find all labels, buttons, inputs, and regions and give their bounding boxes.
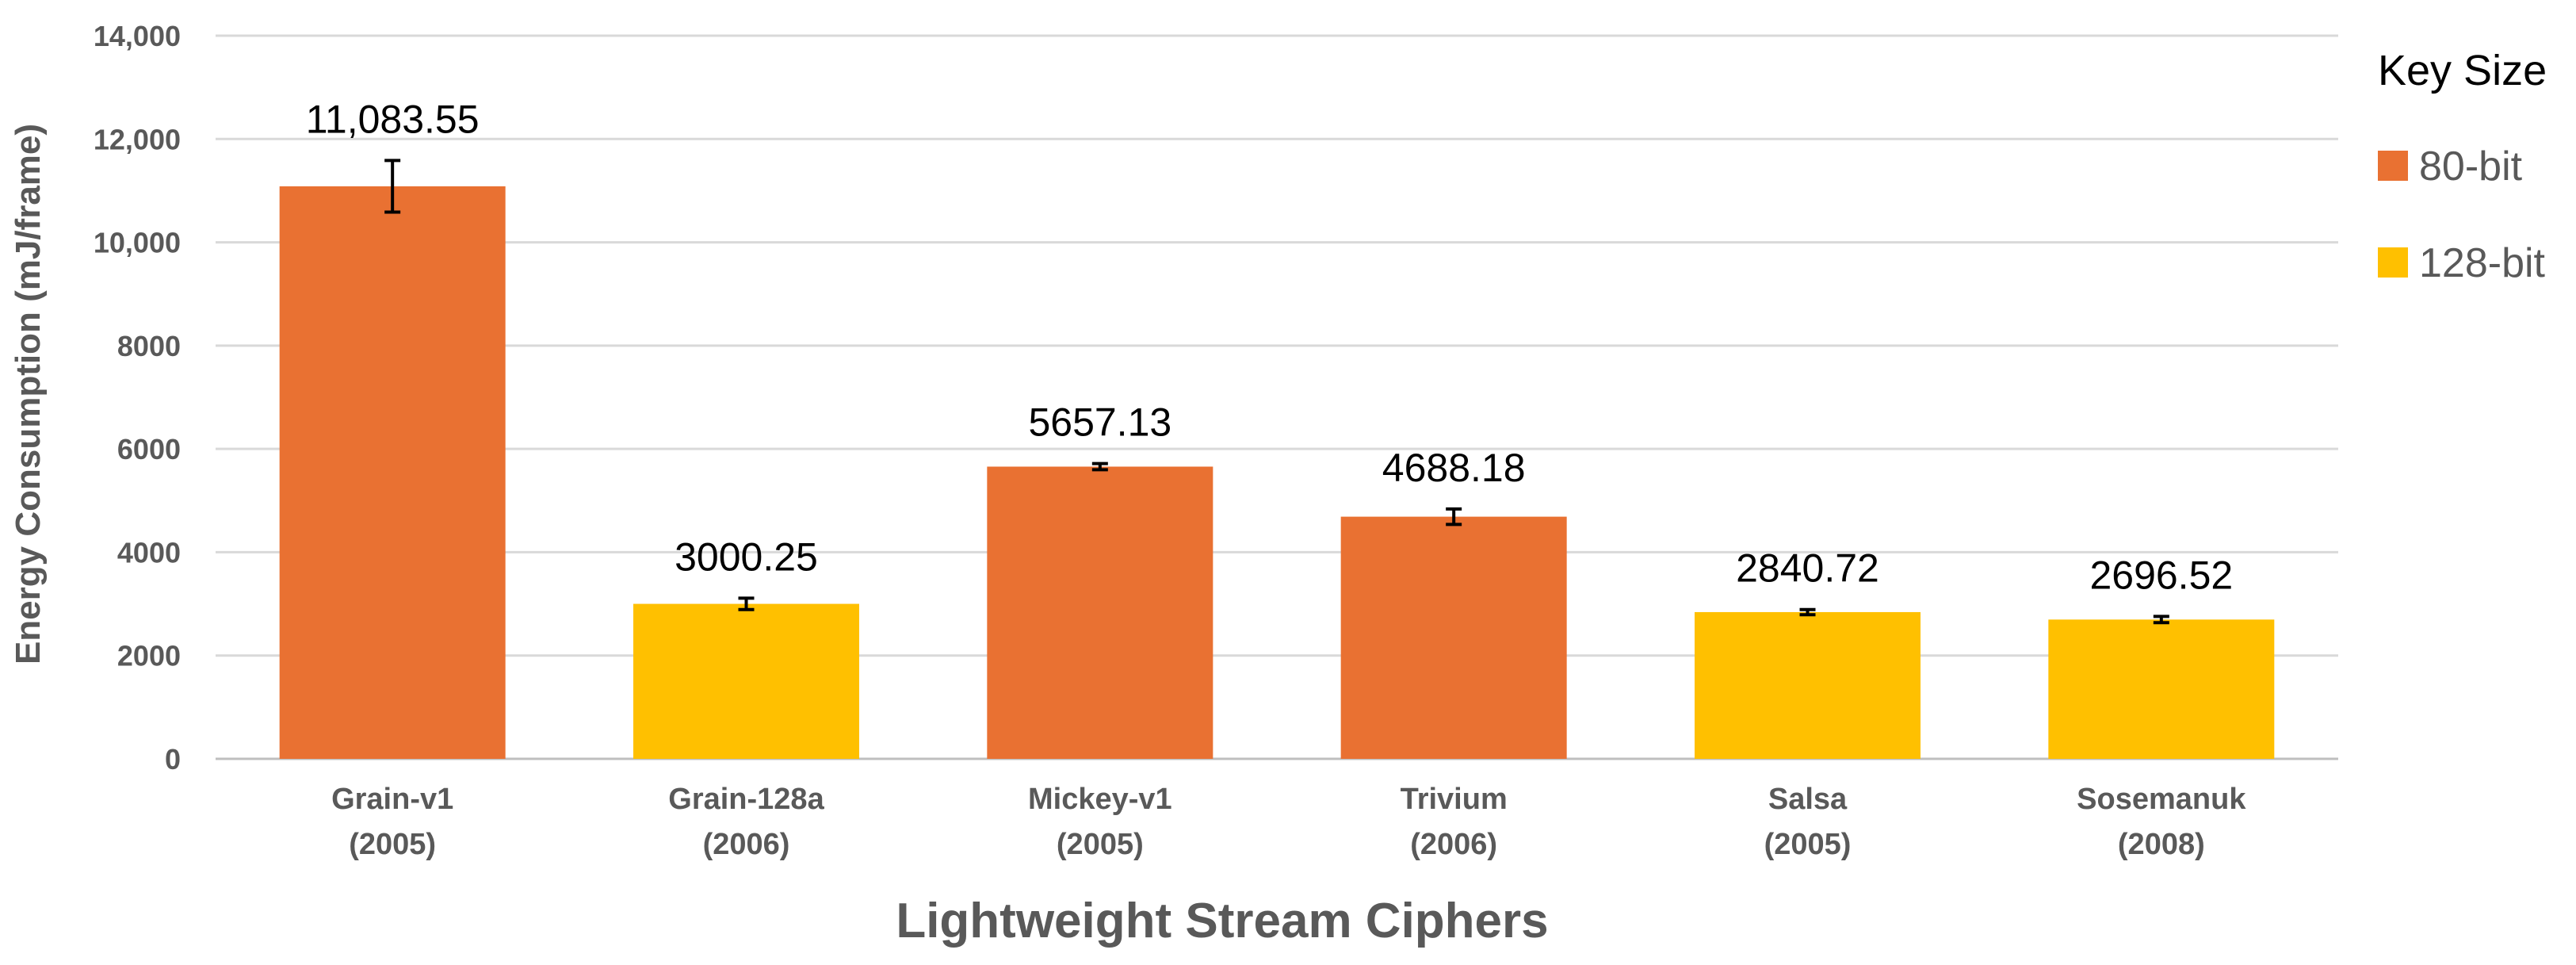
data-label: 2840.72	[1736, 546, 1879, 591]
x-tick-year: (2006)	[1410, 828, 1497, 861]
legend-label: 128-bit	[2419, 240, 2546, 286]
data-labels: 11,083.55 3000.25 5657.13 4688.18 2840.72 269…	[306, 97, 2233, 597]
x-tick-year: (2008)	[2118, 828, 2205, 861]
x-tick-label: Grain-128a	[668, 783, 824, 816]
data-label: 2696.52	[2089, 553, 2233, 597]
data-label: 5657.13	[1028, 400, 1171, 445]
error-bar	[1446, 507, 1462, 527]
bar	[2048, 619, 2275, 759]
legend: Key Size 80-bit 128-bit	[2378, 47, 2547, 286]
x-axis-title: Lightweight Stream Ciphers	[896, 894, 1548, 948]
legend-swatch	[2378, 151, 2408, 181]
x-tick-label: Trivium	[1401, 783, 1508, 816]
x-tick-label: Salsa	[1768, 783, 1848, 816]
y-tick-label: 0	[165, 743, 181, 775]
bar	[1695, 611, 1921, 759]
y-tick-label: 12,000	[94, 123, 181, 155]
x-tick-label: Sosemanuk	[2077, 783, 2246, 816]
y-tick-label: 2000	[117, 640, 181, 672]
error-bars	[384, 159, 2169, 625]
error-bar	[1799, 607, 1816, 617]
y-tick-label: 14,000	[94, 20, 181, 52]
data-label: 11,083.55	[306, 97, 480, 141]
data-label: 3000.25	[675, 534, 818, 579]
x-tick-label: Grain-v1	[331, 783, 453, 816]
bars	[279, 186, 2275, 759]
x-tick-year: (2005)	[349, 828, 436, 861]
legend-title: Key Size	[2378, 47, 2547, 94]
y-tick-label: 8000	[117, 330, 181, 362]
y-tick-label: 10,000	[94, 227, 181, 259]
bar	[279, 186, 506, 759]
x-tick-year: (2005)	[1764, 828, 1852, 861]
bar	[1340, 516, 1567, 759]
error-bar	[738, 596, 755, 611]
y-tick-label: 4000	[117, 536, 181, 569]
y-tick-label: 6000	[117, 433, 181, 465]
x-axis-categories: Grain-v1 (2005) Grain-128a (2006) Mickey-v1 (…	[331, 783, 2246, 861]
error-bar	[384, 159, 401, 214]
bar	[633, 603, 859, 759]
y-axis-ticks: 0 2000 4000 6000 8000 10,000 12,000 14,000	[94, 20, 181, 775]
x-tick-label: Mickey-v1	[1028, 783, 1172, 816]
x-tick-year: (2006)	[703, 828, 790, 861]
data-label: 4688.18	[1382, 446, 1526, 490]
y-axis-title: Energy Consumption (mJ/frame)	[9, 124, 48, 664]
error-bar	[1091, 461, 1108, 472]
gridlines	[216, 34, 2338, 760]
error-bar	[2153, 615, 2169, 625]
legend-label: 80-bit	[2419, 144, 2523, 190]
bar	[987, 466, 1213, 759]
legend-swatch	[2378, 247, 2408, 278]
x-tick-year: (2005)	[1057, 828, 1144, 861]
